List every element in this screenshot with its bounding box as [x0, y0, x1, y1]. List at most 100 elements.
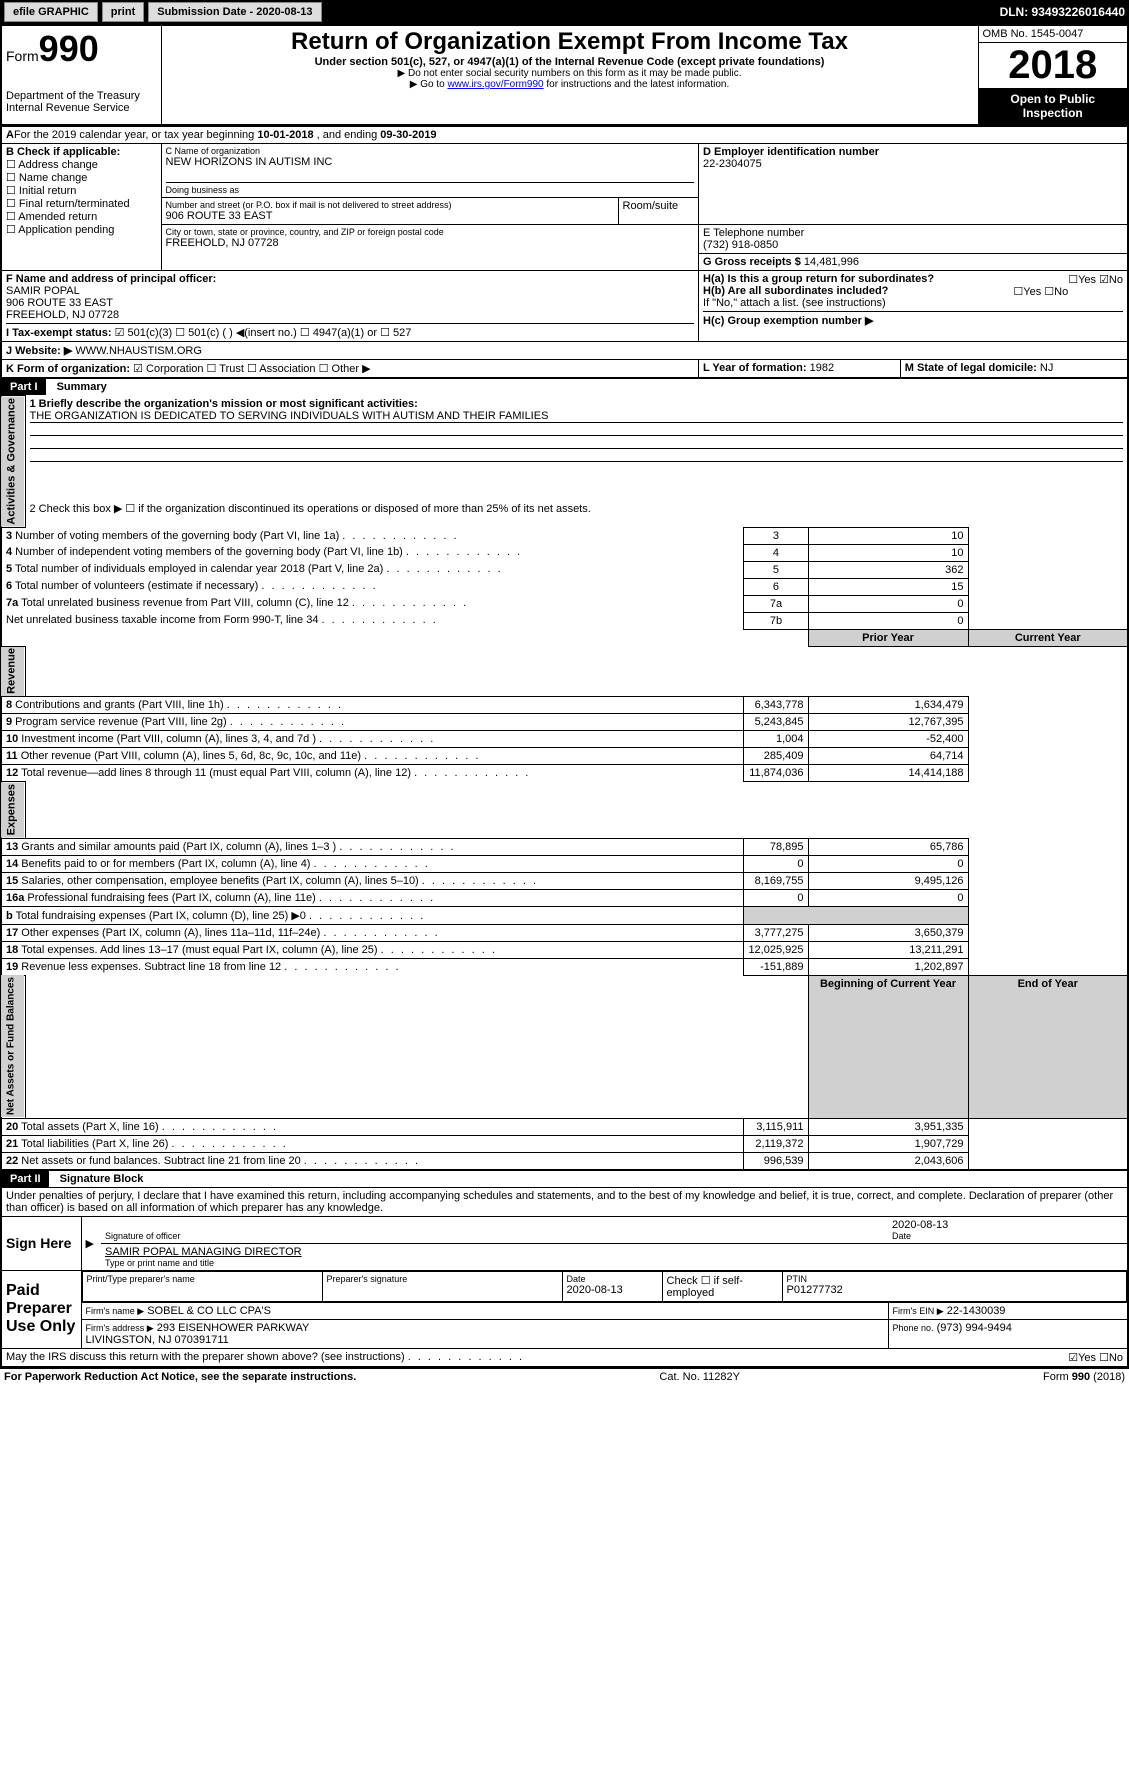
checkbox-option[interactable]: ☐ Application pending: [6, 223, 157, 236]
firm-name: SOBEL & CO LLC CPA'S: [147, 1305, 271, 1317]
fin-line: 8 Contributions and grants (Part VIII, l…: [1, 697, 744, 714]
line-i: I Tax-exempt status: ☑ 501(c)(3) ☐ 501(c…: [6, 323, 694, 339]
curr-val: 0: [808, 889, 968, 906]
prior-val: 3,115,911: [744, 1118, 808, 1135]
curr-val: 1,634,479: [808, 697, 968, 714]
street-label: Number and street (or P.O. box if mail i…: [166, 200, 614, 210]
entity-table: AFor the 2019 calendar year, or tax year…: [0, 126, 1129, 379]
fin-line: 17 Other expenses (Part IX, column (A), …: [1, 924, 744, 941]
footer-right: Form 990 (2018): [1043, 1371, 1125, 1383]
hdr-boy: Beginning of Current Year: [808, 975, 968, 1118]
part1-label: Part I: [2, 379, 46, 395]
curr-val: 3,650,379: [808, 924, 968, 941]
gov-line: 3 Number of voting members of the govern…: [1, 527, 744, 544]
street: 906 ROUTE 33 EAST: [166, 210, 614, 222]
gov-line: Net unrelated business taxable income fr…: [1, 612, 744, 629]
checkbox-option[interactable]: ☐ Final return/terminated: [6, 197, 157, 210]
fin-line: 16a Professional fundraising fees (Part …: [1, 889, 744, 906]
prior-val: 0: [744, 855, 808, 872]
curr-val: 0: [808, 855, 968, 872]
ptin-label: PTIN: [787, 1274, 1123, 1284]
prep-sig-label: Preparer's signature: [327, 1274, 558, 1284]
prior-val: 2,119,372: [744, 1135, 808, 1152]
side-expenses: Expenses: [1, 782, 25, 838]
curr-val: 1,907,729: [808, 1135, 968, 1152]
prior-val: 0: [744, 889, 808, 906]
line-ref: 7a: [744, 595, 808, 612]
prep-date-label: Date: [567, 1274, 658, 1284]
fin-line: 11 Other revenue (Part VIII, column (A),…: [1, 748, 744, 765]
checkbox-option[interactable]: ☐ Initial return: [6, 184, 157, 197]
part1-title: Summary: [49, 381, 107, 393]
q2: 2 Check this box ▶ ☐ if the organization…: [25, 500, 1128, 527]
arrow-icon: ▶: [81, 1216, 101, 1270]
form-subtitle: Under section 501(c), 527, or 4947(a)(1)…: [166, 56, 974, 68]
part1-table: Part I Summary Activities & Governance 1…: [0, 379, 1129, 1171]
checkbox-option[interactable]: ☐ Address change: [6, 158, 157, 171]
gov-line: 7a Total unrelated business revenue from…: [1, 595, 744, 612]
form-title: Return of Organization Exempt From Incom…: [166, 28, 974, 56]
footer-left: For Paperwork Reduction Act Notice, see …: [4, 1371, 356, 1383]
fin-line: 20 Total assets (Part X, line 16): [1, 1118, 744, 1135]
d-label: D Employer identification number: [703, 146, 1123, 158]
prior-val: 5,243,845: [744, 714, 808, 731]
ptin: P01277732: [787, 1284, 1123, 1296]
gov-value: 15: [808, 578, 968, 595]
prior-val: 6,343,778: [744, 697, 808, 714]
h-a: H(a) Is this a group return for subordin…: [703, 273, 1123, 285]
header-bar: efile GRAPHIC print Submission Date - 20…: [0, 0, 1129, 24]
line-j: J Website: ▶ WWW.NHAUSTISM.ORG: [1, 342, 1128, 360]
gov-line: 6 Total number of volunteers (estimate i…: [1, 578, 744, 595]
hdr-curr: Current Year: [968, 629, 1128, 646]
c-name-label: C Name of organization: [166, 146, 695, 156]
firm-phone: (973) 994-9494: [937, 1322, 1012, 1334]
h-b: H(b) Are all subordinates included? ☐Yes…: [703, 285, 1123, 297]
form-header-table: Form990 Department of the Treasury Inter…: [0, 24, 1129, 126]
line-ref: 4: [744, 544, 808, 561]
fin-line: 14 Benefits paid to or for members (Part…: [1, 855, 744, 872]
gov-value: 10: [808, 527, 968, 544]
fin-line: 18 Total expenses. Add lines 13–17 (must…: [1, 941, 744, 958]
dln: DLN: 93493226016440: [1000, 5, 1125, 19]
prep-check: Check ☐ if self-employed: [662, 1271, 782, 1301]
curr-val: 3,951,335: [808, 1118, 968, 1135]
curr-val: 65,786: [808, 838, 968, 855]
sig-officer-label: Signature of officer: [105, 1231, 884, 1241]
city-label: City or town, state or province, country…: [166, 227, 695, 237]
f-label: F Name and address of principal officer:: [6, 273, 694, 285]
paid-preparer: Paid Preparer Use Only: [1, 1270, 81, 1348]
gov-value: 0: [808, 595, 968, 612]
gov-value: 362: [808, 561, 968, 578]
fin-line: 13 Grants and similar amounts paid (Part…: [1, 838, 744, 855]
officer-city: FREEHOLD, NJ 07728: [6, 309, 694, 321]
irs-link[interactable]: www.irs.gov/Form990: [447, 79, 543, 90]
prior-val: 3,777,275: [744, 924, 808, 941]
gov-line: 5 Total number of individuals employed i…: [1, 561, 744, 578]
line-m: M State of legal domicile: NJ: [900, 360, 1128, 379]
sig-date-label: Date: [892, 1231, 1123, 1241]
prior-val: 996,539: [744, 1152, 808, 1170]
omb-number: OMB No. 1545-0047: [979, 26, 1128, 43]
form-number: Form990: [6, 28, 157, 70]
curr-val: 13,211,291: [808, 941, 968, 958]
footer: For Paperwork Reduction Act Notice, see …: [0, 1368, 1129, 1385]
fin-line: 21 Total liabilities (Part X, line 26): [1, 1135, 744, 1152]
side-netassets: Net Assets or Fund Balances: [1, 975, 25, 1118]
line-ref: 6: [744, 578, 808, 595]
prep-name-label: Print/Type preparer's name: [87, 1274, 318, 1284]
print-btn[interactable]: print: [102, 2, 144, 22]
fin-line: 15 Salaries, other compensation, employe…: [1, 872, 744, 889]
checkbox-option[interactable]: ☐ Name change: [6, 171, 157, 184]
curr-val: -52,400: [808, 731, 968, 748]
prior-val: 285,409: [744, 748, 808, 765]
efile-btn[interactable]: efile GRAPHIC: [4, 2, 98, 22]
prior-val: 1,004: [744, 731, 808, 748]
h-c: H(c) Group exemption number ▶: [703, 311, 1123, 327]
open-public: Open to Public Inspection: [979, 88, 1128, 124]
ein: 22-2304075: [703, 158, 1123, 170]
curr-val: 12,767,395: [808, 714, 968, 731]
checkbox-option[interactable]: ☐ Amended return: [6, 210, 157, 223]
gov-value: 10: [808, 544, 968, 561]
fin-line: b Total fundraising expenses (Part IX, c…: [1, 906, 744, 924]
tax-year: 2018: [1008, 43, 1097, 87]
